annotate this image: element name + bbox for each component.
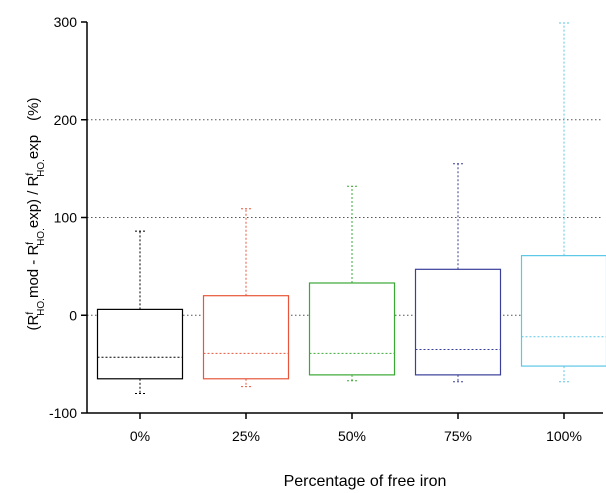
box-rect-1	[202, 295, 290, 380]
box-group-2	[308, 185, 396, 382]
y-label-mid1: mod - R	[25, 245, 42, 299]
box-rect-2	[308, 282, 396, 376]
box-rect-3	[414, 268, 502, 376]
box-group-0	[96, 230, 184, 394]
x-tick-label-1: 25%	[232, 428, 260, 444]
x-axis-label: Percentage of free iron	[284, 473, 447, 490]
y-label-end: exp	[25, 135, 42, 159]
y-label-sup1: f	[25, 312, 36, 315]
box-rect-0	[96, 308, 184, 380]
box-rect-4	[520, 255, 606, 367]
y-tick-layer: -100 0 100 200 300	[49, 14, 87, 421]
x-tick-label-4: 100%	[546, 428, 582, 444]
y-label-sub3: HO.	[36, 159, 47, 177]
y-tick-label-300: 300	[54, 14, 78, 30]
x-tick-label-2: 50%	[338, 428, 366, 444]
y-tick-label-200: 200	[54, 112, 78, 128]
y-label-sup2: f	[25, 242, 36, 245]
box-group-1	[202, 208, 290, 388]
y-label-open: (R	[25, 314, 42, 330]
y-label-sup3: f	[25, 173, 36, 176]
x-tick-label-0: 0%	[130, 428, 150, 444]
y-label-sub1: HO.	[36, 298, 47, 316]
y-label-mid2: exp) / R	[25, 175, 42, 228]
y-label-unit: (%)	[25, 98, 42, 121]
box-group-4	[520, 22, 606, 383]
box-group-3	[414, 163, 502, 383]
y-tick-label--100: -100	[49, 405, 77, 421]
y-tick-label-100: 100	[54, 210, 78, 226]
x-tick-layer: 0% 25% 50% 75% 100%	[130, 413, 582, 444]
y-label-sub2: HO.	[36, 228, 47, 246]
y-tick-label-0: 0	[69, 307, 77, 323]
x-tick-label-3: 75%	[444, 428, 472, 444]
y-axis-label: (RfHO.mod - RfHO.exp) / RfHO.exp(%)	[25, 98, 47, 331]
box-layer	[96, 22, 606, 394]
